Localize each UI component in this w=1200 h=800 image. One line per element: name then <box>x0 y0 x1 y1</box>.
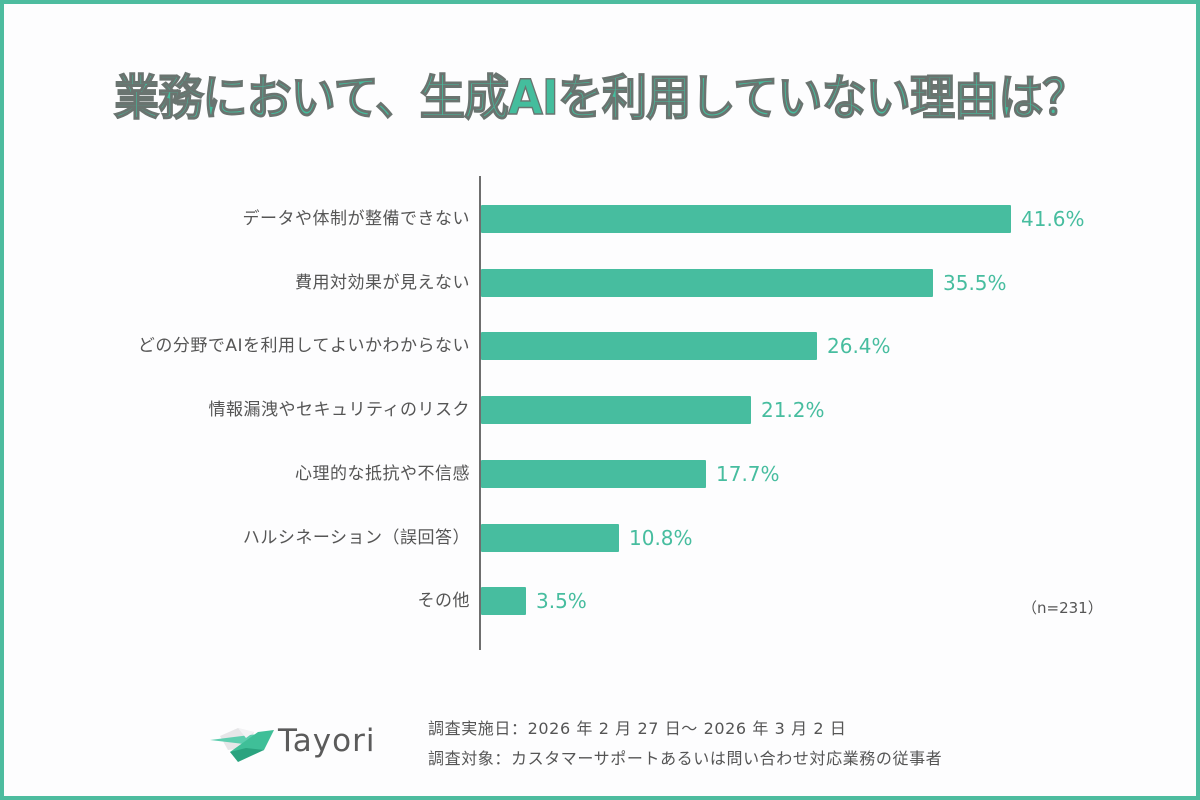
value-label: 10.8% <box>629 526 693 550</box>
category-label: その他 <box>417 591 470 611</box>
bar <box>481 269 933 297</box>
survey-target-note: 調査対象：カスタマーサポートあるいは問い合わせ対応業務の従事者 <box>428 749 943 768</box>
value-label: 26.4% <box>827 334 891 358</box>
value-label: 21.2% <box>761 398 825 422</box>
bar <box>481 205 1011 233</box>
value-label: 17.7% <box>716 462 780 486</box>
category-label: 心理的な抵抗や不信感 <box>295 464 470 484</box>
category-label: ハルシネーション（誤回答） <box>242 528 470 548</box>
bar-row: データや体制が整備できない 41.6% <box>0 205 1200 233</box>
bar-row: どの分野でAIを利用してよいかわからない 26.4% <box>0 332 1200 360</box>
category-label: 費用対効果が見えない <box>295 273 470 293</box>
bar-row: その他 3.5% <box>0 587 1200 615</box>
value-label: 3.5% <box>536 589 587 613</box>
category-label: 情報漏洩やセキュリティのリスク <box>208 400 470 420</box>
category-label: どの分野でAIを利用してよいかわからない <box>137 336 470 356</box>
value-label: 41.6% <box>1021 207 1085 231</box>
y-axis-line <box>479 176 481 650</box>
sample-size-note: （n=231） <box>1022 599 1103 617</box>
bar-row: 心理的な抵抗や不信感 17.7% <box>0 460 1200 488</box>
bar-row: 費用対効果が見えない 35.5% <box>0 269 1200 297</box>
category-label: データや体制が整備できない <box>242 209 470 229</box>
bar <box>481 460 706 488</box>
bar <box>481 587 526 615</box>
bar-row: 情報漏洩やセキュリティのリスク 21.2% <box>0 396 1200 424</box>
bar <box>481 524 619 552</box>
bar <box>481 396 751 424</box>
chart-title: 業務において、生成AIを利用していない理由は？ <box>0 58 1200 128</box>
survey-date-note: 調査実施日：2026 年 2 月 27 日～ 2026 年 3 月 2 日 <box>428 719 847 738</box>
tayori-logo-icon <box>210 728 274 762</box>
bar <box>481 332 817 360</box>
value-label: 35.5% <box>943 271 1007 295</box>
bar-row: ハルシネーション（誤回答） 10.8% <box>0 524 1200 552</box>
tayori-logo-text: Tayori <box>278 723 376 759</box>
chart-title-text: 業務において、生成AIを利用していない理由は？ <box>113 69 1088 126</box>
